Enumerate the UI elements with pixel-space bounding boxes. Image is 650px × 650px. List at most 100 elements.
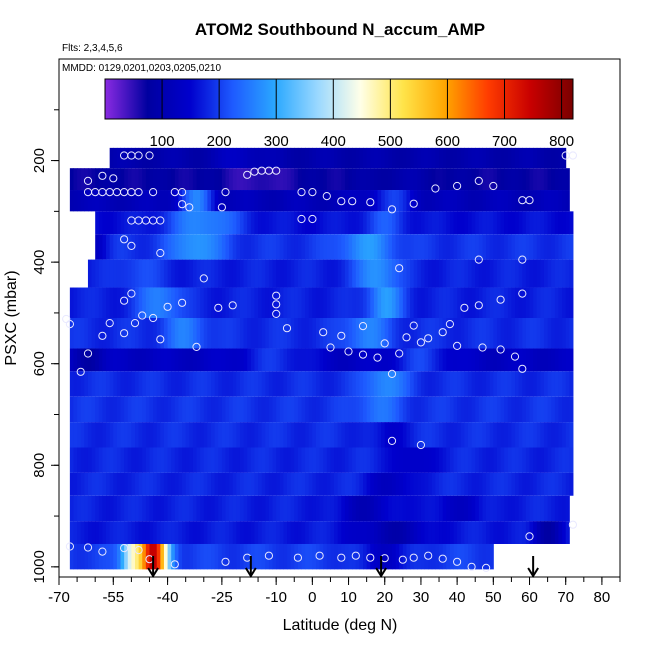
heatmap-cell bbox=[334, 259, 339, 288]
heatmap-cell bbox=[326, 521, 331, 544]
heatmap-cell bbox=[554, 447, 559, 473]
heatmap-cell bbox=[478, 396, 483, 423]
heatmap-cell bbox=[200, 318, 205, 349]
heatmap-cell bbox=[515, 521, 520, 544]
heatmap-cell bbox=[330, 259, 335, 288]
heatmap-cell bbox=[410, 495, 415, 522]
heatmap-cell bbox=[460, 259, 465, 288]
heatmap-cell bbox=[467, 396, 473, 423]
heatmap-cell bbox=[500, 318, 505, 349]
heatmap-cell bbox=[551, 147, 556, 169]
heatmap-cell bbox=[359, 495, 364, 522]
heatmap-cell bbox=[413, 318, 418, 349]
heatmap-cell bbox=[399, 318, 404, 349]
heatmap-cell bbox=[395, 521, 400, 544]
heatmap-cell bbox=[439, 348, 444, 372]
heatmap-cell bbox=[323, 521, 328, 544]
sample-point bbox=[315, 551, 324, 560]
heatmap-cell bbox=[399, 211, 404, 235]
heatmap-cell bbox=[254, 234, 259, 260]
heatmap-cell bbox=[250, 211, 255, 235]
colorbar bbox=[104, 78, 574, 120]
heatmap-cell bbox=[113, 371, 118, 397]
heatmap-cell bbox=[424, 495, 429, 522]
heatmap-cell bbox=[363, 348, 368, 372]
heatmap-cell bbox=[84, 422, 89, 448]
heatmap-cell bbox=[388, 521, 393, 544]
heatmap-cell bbox=[551, 287, 556, 318]
heatmap-cell bbox=[232, 211, 237, 235]
heatmap-cell bbox=[268, 211, 274, 235]
heatmap-cell bbox=[522, 287, 527, 318]
sample-point bbox=[409, 321, 418, 330]
heatmap-cell bbox=[315, 422, 321, 448]
heatmap-cell bbox=[149, 259, 154, 288]
heatmap-cell bbox=[192, 168, 198, 191]
heatmap-cell bbox=[399, 147, 404, 169]
heatmap-cell bbox=[551, 211, 556, 235]
heatmap-cell bbox=[116, 348, 122, 372]
heatmap-cell bbox=[294, 447, 299, 473]
heatmap-cell bbox=[315, 211, 321, 235]
heatmap-cell bbox=[232, 168, 237, 191]
heatmap-cell bbox=[562, 168, 567, 191]
heatmap-cell bbox=[373, 422, 378, 448]
heatmap-cell bbox=[196, 472, 201, 496]
heatmap-cell bbox=[464, 259, 469, 288]
heatmap-cell bbox=[547, 422, 552, 448]
heatmap-cell bbox=[543, 447, 549, 473]
heatmap-cell bbox=[261, 521, 266, 544]
heatmap-cell bbox=[525, 259, 531, 288]
heatmap-cell bbox=[417, 190, 422, 212]
heatmap-cell bbox=[565, 521, 570, 544]
heatmap-cell bbox=[547, 168, 552, 191]
heatmap-cell bbox=[395, 168, 400, 191]
heatmap-cell bbox=[359, 348, 364, 372]
heatmap-cell bbox=[562, 495, 567, 522]
sample-point bbox=[145, 151, 154, 160]
heatmap-cell bbox=[229, 396, 234, 423]
heatmap-cell bbox=[185, 396, 190, 423]
heatmap-cell bbox=[464, 234, 469, 260]
heatmap-cell bbox=[254, 495, 259, 522]
sample-point bbox=[199, 274, 208, 283]
heatmap-cell bbox=[167, 147, 172, 169]
heatmap-cell bbox=[109, 318, 114, 349]
heatmap-cell bbox=[73, 318, 78, 349]
heatmap-cell bbox=[109, 495, 114, 522]
heatmap-cell bbox=[457, 211, 462, 235]
heatmap-cell bbox=[142, 234, 147, 260]
heatmap-cell bbox=[283, 396, 288, 423]
heatmap-cell bbox=[196, 495, 201, 522]
heatmap-cell bbox=[413, 259, 418, 288]
heatmap-cell bbox=[543, 371, 549, 397]
heatmap-cell bbox=[243, 543, 248, 570]
heatmap-cell bbox=[109, 371, 114, 397]
heatmap-cell bbox=[410, 211, 415, 235]
heatmap-cell bbox=[156, 147, 161, 169]
heatmap-cell bbox=[305, 472, 310, 496]
heatmap-cell bbox=[373, 168, 378, 191]
heatmap-cell bbox=[424, 287, 429, 318]
heatmap-cell bbox=[182, 318, 187, 349]
heatmap-cell bbox=[330, 318, 335, 349]
heatmap-cell bbox=[352, 543, 357, 570]
sample-point bbox=[402, 333, 411, 342]
heatmap-cell bbox=[562, 447, 567, 473]
heatmap-cell bbox=[384, 447, 389, 473]
heatmap-cell bbox=[489, 348, 494, 372]
colorbar-tick-label: 700 bbox=[492, 133, 517, 150]
heatmap-cell bbox=[399, 472, 404, 496]
heatmap-cell bbox=[341, 422, 346, 448]
down-arrow-icon bbox=[244, 556, 257, 578]
heatmap-cell bbox=[482, 234, 487, 260]
heatmap-cell bbox=[449, 495, 455, 522]
heatmap-cell bbox=[464, 543, 469, 570]
heatmap-cell bbox=[243, 472, 248, 496]
sample-point bbox=[525, 532, 534, 541]
heatmap-cell bbox=[182, 371, 187, 397]
heatmap-cell bbox=[352, 168, 357, 191]
heatmap-cell bbox=[551, 190, 556, 212]
x-tick-label: 0 bbox=[308, 589, 316, 606]
heatmap-cell bbox=[496, 168, 502, 191]
